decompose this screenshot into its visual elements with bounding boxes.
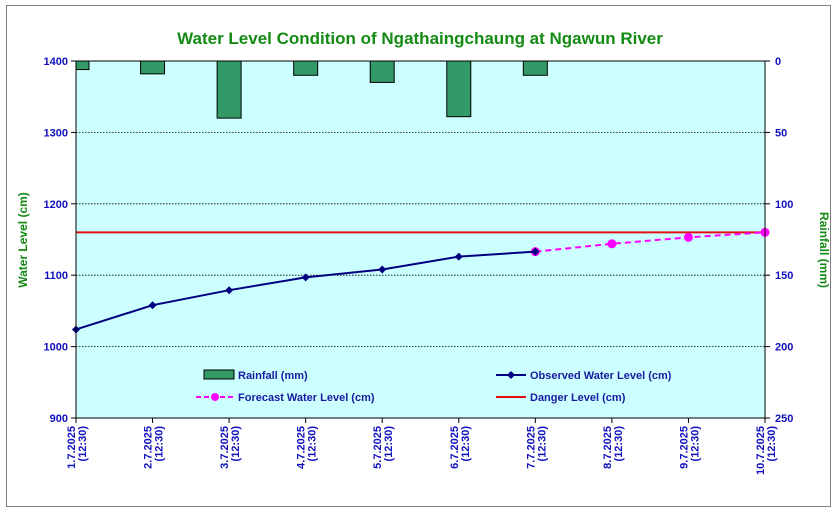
legend-swatch (203, 369, 235, 380)
rainfall-bar (446, 60, 472, 118)
y-axis-title: Water Level (cm) (16, 192, 30, 288)
x-tick-label-line: (12:30) (77, 426, 89, 462)
legend-marker (211, 393, 219, 401)
x-tick-label: 4.7.2025 (12:30) (296, 426, 319, 469)
x-tick-label-line: (12:30) (154, 426, 166, 462)
x-tick-label-line: (12:30) (613, 426, 625, 462)
plot-area (76, 61, 765, 418)
legend-label: Forecast Water Level (cm) (238, 392, 375, 404)
y2-tick-label: 150 (775, 270, 793, 282)
x-tick-label-line: (12:30) (230, 426, 242, 462)
x-tick-label: 10.7.2025 (12:30) (755, 426, 778, 475)
legend-label: Danger Level (cm) (530, 392, 626, 404)
rainfall-bar (216, 60, 242, 119)
forecast-point (607, 239, 617, 249)
x-tick-label: 3.7.2025 (12:30) (219, 426, 242, 469)
legend: Rainfall (mm) Observed Water Level (cm) Fo… (196, 369, 672, 404)
axes (71, 60, 770, 423)
observed-point (531, 247, 540, 256)
x-tick-label-line: (12:30) (460, 426, 472, 462)
x-tick-label: 8.7.2025 (12:30) (602, 426, 625, 469)
y2-tick-label: 0 (775, 56, 781, 68)
rainfall-bar (522, 60, 548, 76)
observed-point (454, 252, 463, 261)
y-tick-label: 1400 (44, 56, 68, 68)
legend-label: Observed Water Level (cm) (530, 370, 672, 382)
y-tick-label: 1300 (44, 127, 68, 139)
forecast-point (683, 232, 693, 242)
x-tick-label: 1.7.2025 (12:30) (66, 426, 89, 469)
x-tick-label-line: (12:30) (536, 426, 548, 462)
plot-border (75, 60, 766, 419)
chart-title: Water Level Condition of Ngathaingchaung… (177, 29, 663, 48)
y-tick-label: 1100 (44, 270, 68, 282)
observed-point (301, 273, 310, 282)
y-tick-label: 1200 (44, 199, 68, 211)
observed-point (148, 301, 157, 310)
x-tick-label-line: 6.7.2025 (449, 426, 461, 469)
y2-tick-label: 250 (775, 413, 793, 425)
y-tick-label: 900 (50, 413, 68, 425)
x-tick-label-line: 3.7.2025 (219, 426, 231, 469)
rainfall-bar (369, 60, 395, 83)
x-tick-label-line: 8.7.2025 (602, 426, 614, 469)
y2-tick-label: 100 (775, 199, 793, 211)
rainfall-bar (75, 60, 90, 71)
rainfall-bar (293, 60, 319, 76)
observed-point (225, 286, 234, 295)
legend-marker (507, 371, 515, 379)
x-tick-label: 6.7.2025 (12:30) (449, 426, 472, 469)
y2-axis-title: Rainfall (mm) (817, 212, 831, 288)
x-tick-label-line: 7.7.2025 (525, 426, 537, 469)
rainfall-bars (75, 60, 548, 119)
x-tick-label-line: (12:30) (766, 426, 778, 462)
x-tick-label-line: (12:30) (307, 426, 319, 462)
observed-point (378, 265, 387, 274)
x-tick-label-line: 2.7.2025 (143, 426, 155, 469)
x-tick-label: 7.7.2025 (12:30) (525, 426, 548, 469)
x-tick-label-line: 5.7.2025 (372, 426, 384, 469)
x-tick-label-line: (12:30) (689, 426, 701, 462)
x-tick-label-line: 4.7.2025 (296, 426, 308, 469)
x-tick-label: 5.7.2025 (12:30) (372, 426, 395, 469)
rainfall-bar (140, 60, 166, 75)
tick-labels: 900 1000 1100 1200 1300 1400 0 50 100 150 200 250 1.… (44, 56, 794, 475)
x-tick-label: 2.7.2025 (12:30) (143, 426, 166, 469)
x-tick-label-line: (12:30) (383, 426, 395, 462)
y2-tick-label: 200 (775, 342, 793, 354)
legend-label: Rainfall (mm) (238, 370, 308, 382)
x-tick-label-line: 10.7.2025 (755, 426, 767, 475)
x-tick-label-line: 1.7.2025 (66, 426, 78, 469)
grid-lines (76, 131, 765, 348)
x-tick-label: 9.7.2025 (12:30) (678, 426, 701, 469)
forecast-line (535, 231, 766, 253)
y2-tick-label: 50 (775, 127, 787, 139)
x-tick-label-line: 9.7.2025 (678, 426, 690, 469)
y-tick-label: 1000 (44, 342, 68, 354)
